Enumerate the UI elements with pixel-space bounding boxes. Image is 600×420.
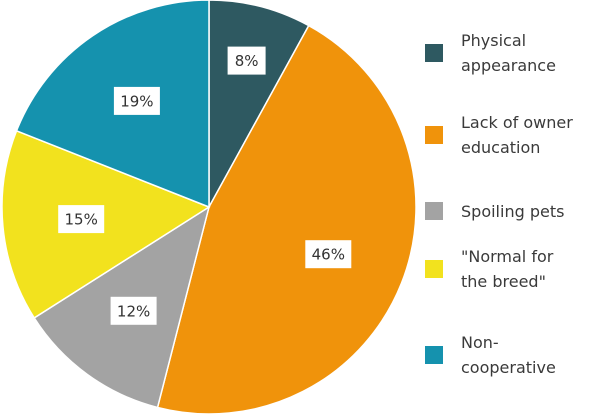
legend-swatch bbox=[425, 126, 443, 144]
pie-slice-lack-of-owner-education bbox=[156, 24, 417, 415]
legend-item-normal-for-the-breed: "Normal for the breed" bbox=[425, 247, 554, 291]
pie-data-label-physical-appearance: 8% bbox=[227, 46, 266, 75]
pie-data-label-text: 19% bbox=[120, 92, 153, 110]
pie-data-labels: 8% 46% 12% 15% 19% bbox=[58, 46, 352, 325]
legend-item-non-cooperative: Non-cooperative bbox=[425, 333, 556, 377]
legend-label-line: cooperative bbox=[461, 358, 556, 377]
pie-data-label-normal-for-the-breed: 15% bbox=[58, 205, 105, 234]
legend-label-line: Non- bbox=[461, 333, 499, 352]
legend-label-line: Lack of owner bbox=[461, 113, 573, 132]
pie-data-label-box bbox=[305, 240, 352, 269]
legend-swatch bbox=[425, 346, 443, 364]
pie-data-label-spoiling-pets: 12% bbox=[110, 296, 157, 325]
pie-data-label-box bbox=[58, 205, 105, 234]
pie-data-label-text: 46% bbox=[312, 246, 345, 264]
pie-slices bbox=[1, 0, 417, 415]
pie-data-label-lack-of-owner-education: 46% bbox=[305, 240, 352, 269]
legend-label-line: Spoiling pets bbox=[461, 202, 564, 221]
legend-swatch bbox=[425, 44, 443, 62]
legend-label-line: Physical bbox=[461, 31, 526, 50]
pie-data-label-text: 12% bbox=[117, 302, 150, 320]
pie-data-label-text: 8% bbox=[235, 52, 259, 70]
pie-slice-non-cooperative bbox=[15, 0, 210, 209]
legend-label-line: education bbox=[461, 138, 540, 157]
legend-label-line: the breed" bbox=[461, 272, 546, 291]
legend-label-line: appearance bbox=[461, 56, 556, 75]
pie-data-label-box bbox=[113, 86, 160, 115]
legend: Physical appearance Lack of owner education… bbox=[425, 31, 573, 377]
pie-data-label-box bbox=[227, 46, 266, 75]
pie-data-label-box bbox=[110, 296, 157, 325]
pie-data-label-text: 15% bbox=[65, 211, 98, 229]
legend-swatch bbox=[425, 202, 443, 220]
pie-slice-normal-for-the-breed bbox=[1, 129, 211, 319]
legend-item-spoiling-pets: Spoiling pets bbox=[425, 202, 564, 221]
legend-item-physical-appearance: Physical appearance bbox=[425, 31, 556, 75]
legend-item-lack-of-owner-education: Lack of owner education bbox=[425, 113, 573, 157]
legend-swatch bbox=[425, 260, 443, 278]
pie-data-label-non-cooperative: 19% bbox=[113, 86, 160, 115]
legend-label-line: "Normal for bbox=[461, 247, 554, 266]
